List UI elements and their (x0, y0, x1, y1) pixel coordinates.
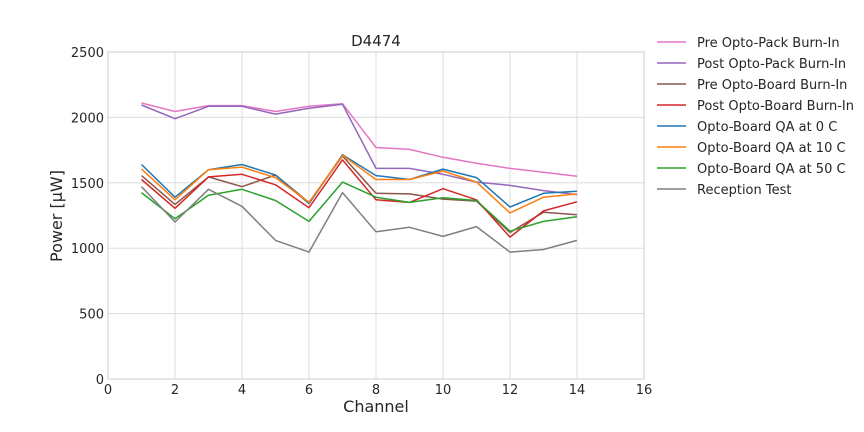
y-axis-label: Power [μW] (47, 170, 66, 262)
series-line (140, 154, 578, 214)
series-line (140, 186, 578, 253)
x-tick-label: 2 (171, 383, 179, 398)
plot-frame (107, 51, 645, 380)
legend-label: Post Opto-Board Burn-In (697, 99, 854, 114)
legend-label: Opto-Board QA at 0 C (697, 120, 837, 135)
x-tick-label: 12 (502, 383, 519, 398)
x-tick-label: 10 (435, 383, 452, 398)
y-tick-label: 1000 (71, 242, 104, 257)
x-tick-label: 6 (305, 383, 313, 398)
x-tick-label: 4 (238, 383, 246, 398)
series-line (141, 159, 578, 238)
series-line (141, 103, 578, 196)
series-line (141, 155, 578, 234)
x-tick-label: 8 (372, 383, 380, 398)
legend: Pre Opto-Pack Burn-In Post Opto-Pack Burn… (657, 36, 854, 198)
series-lines (140, 102, 578, 253)
x-tick-labels: 0 2 4 6 8 10 12 14 16 (104, 383, 652, 398)
legend-label: Post Opto-Pack Burn-In (697, 57, 846, 72)
x-axis-label: Channel (343, 397, 409, 416)
y-tick-label: 500 (79, 308, 104, 323)
x-tick-label: 14 (569, 383, 586, 398)
y-tick-label: 2000 (71, 111, 104, 126)
x-tick-label: 16 (636, 383, 653, 398)
y-tick-label: 1500 (71, 177, 104, 192)
legend-label: Opto-Board QA at 10 C (697, 141, 846, 156)
x-tick-label: 0 (104, 383, 112, 398)
legend-label: Opto-Board QA at 50 C (697, 162, 846, 177)
y-tick-label: 0 (96, 373, 104, 388)
y-tick-label: 2500 (71, 46, 104, 61)
chart-title: D4474 (351, 32, 401, 50)
legend-label: Pre Opto-Pack Burn-In (697, 36, 840, 51)
legend-label: Pre Opto-Board Burn-In (697, 78, 847, 93)
grid-lines (107, 51, 645, 380)
legend-label: Reception Test (697, 183, 791, 198)
series-line (141, 181, 578, 232)
y-tick-labels: 0 500 1000 1500 2000 2500 (71, 46, 104, 388)
